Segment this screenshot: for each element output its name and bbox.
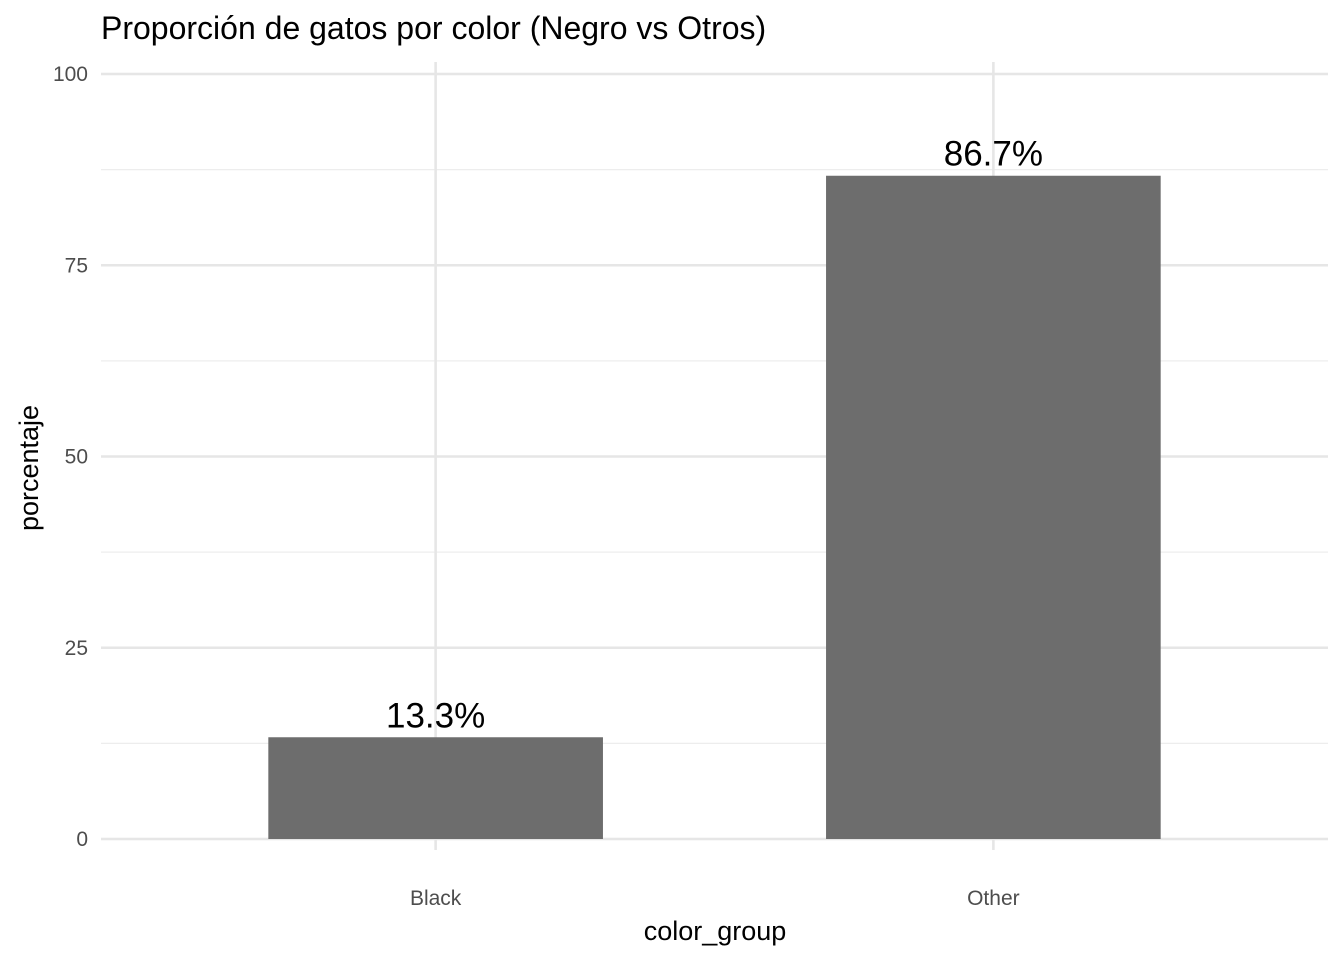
y-tick-label: 75: [65, 254, 88, 277]
x-tick-label-black: Black: [410, 887, 462, 910]
bars: [268, 175, 1161, 839]
x-tick-label-other: Other: [967, 887, 1020, 910]
bar-black: [268, 737, 603, 839]
data-label-black: 13.3%: [386, 696, 485, 735]
x-axis-title: color_group: [644, 916, 787, 946]
y-tick-label: 100: [53, 63, 88, 86]
data-label-other: 86.7%: [944, 135, 1043, 174]
y-tick-label: 0: [76, 828, 88, 851]
chart-title: Proporción de gatos por color (Negro vs …: [101, 10, 766, 46]
y-axis-ticks: 0 25 50 75 100: [53, 63, 88, 851]
y-axis-title: porcentaje: [14, 405, 44, 531]
x-axis-ticks: Black Other: [410, 887, 1020, 910]
bar-other: [826, 175, 1161, 839]
y-tick-label: 25: [65, 637, 88, 660]
data-labels: 13.3% 86.7%: [386, 135, 1043, 736]
y-tick-label: 50: [65, 446, 88, 469]
